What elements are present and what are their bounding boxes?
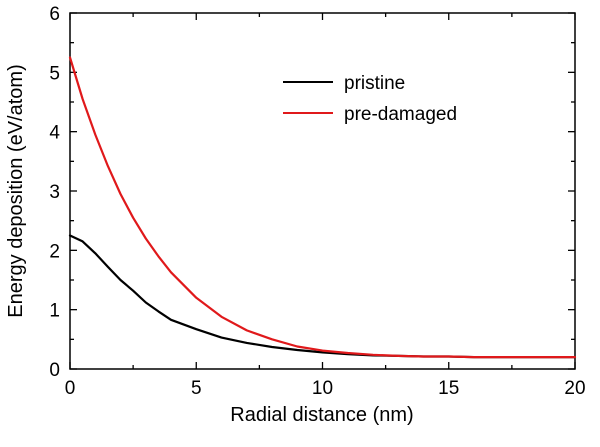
x-axis-title: Radial distance (nm) — [230, 404, 413, 426]
y-tick-label: 4 — [49, 123, 60, 144]
y-tick-label: 0 — [49, 360, 60, 381]
series-line-pristine — [68, 234, 577, 359]
x-tick-label: 0 — [65, 378, 76, 399]
y-tick-label: 5 — [49, 63, 60, 84]
x-tick-label: 10 — [312, 378, 333, 399]
plot-frame — [69, 12, 576, 370]
legend-label-pre-damaged: pre-damaged — [344, 104, 457, 125]
series-line-pre-damaged — [68, 56, 577, 359]
legend: pristine pre-damaged — [283, 73, 457, 125]
y-axis-title: Energy deposition (eV/atom) — [5, 64, 27, 317]
y-tick-label: 1 — [49, 301, 60, 322]
y-tick-label: 6 — [49, 4, 60, 25]
y-tick-label: 2 — [49, 241, 60, 262]
series-lines — [68, 56, 577, 359]
y-tick-label: 3 — [49, 182, 60, 203]
x-tick-label: 5 — [191, 378, 202, 399]
tick-labels: 0 5 10 15 20 0 1 2 3 4 5 6 — [49, 4, 585, 399]
axis-ticks — [69, 12, 576, 370]
legend-label-pristine: pristine — [344, 73, 405, 94]
x-tick-label: 20 — [564, 378, 585, 399]
x-tick-label: 15 — [438, 378, 459, 399]
